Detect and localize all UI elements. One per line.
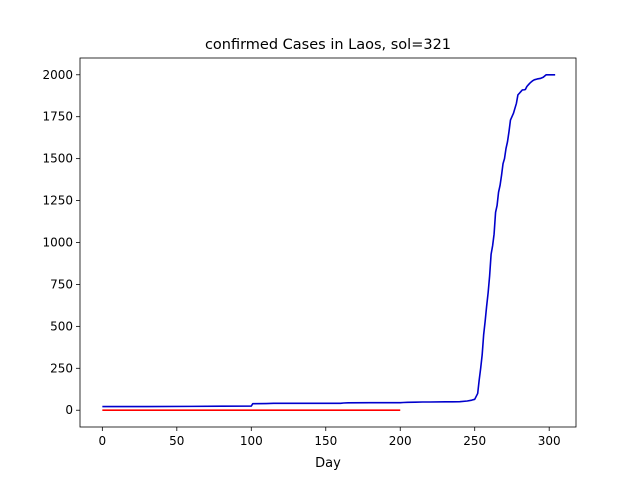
- x-tick-label: 0: [99, 434, 107, 448]
- y-tick-label: 1000: [42, 236, 73, 250]
- x-tick-label: 150: [314, 434, 337, 448]
- x-axis: 0 50 100 150 200 250 300: [99, 427, 561, 448]
- y-tick-label: 1750: [42, 110, 73, 124]
- x-tick-label: 300: [538, 434, 561, 448]
- plot-area: [80, 58, 576, 427]
- series-line-1: [102, 73, 556, 408]
- y-tick-label: 500: [50, 319, 73, 333]
- x-tick-label: 50: [169, 434, 184, 448]
- y-axis: 0 250 500 750 1000 1250 1500 1750 2000: [42, 68, 80, 417]
- y-tick-label: 750: [50, 277, 73, 291]
- series-layer: [102, 73, 556, 412]
- y-tick-label: 0: [65, 403, 73, 417]
- x-tick-label: 200: [389, 434, 412, 448]
- x-tick-label: 100: [240, 434, 263, 448]
- y-tick-label: 1500: [42, 152, 73, 166]
- y-tick-label: 1250: [42, 194, 73, 208]
- chart-title: confirmed Cases in Laos, sol=321: [205, 37, 451, 53]
- y-tick-label: 250: [50, 361, 73, 375]
- x-tick-label: 250: [463, 434, 486, 448]
- x-axis-label: Day: [315, 456, 341, 471]
- y-tick-label: 2000: [42, 68, 73, 82]
